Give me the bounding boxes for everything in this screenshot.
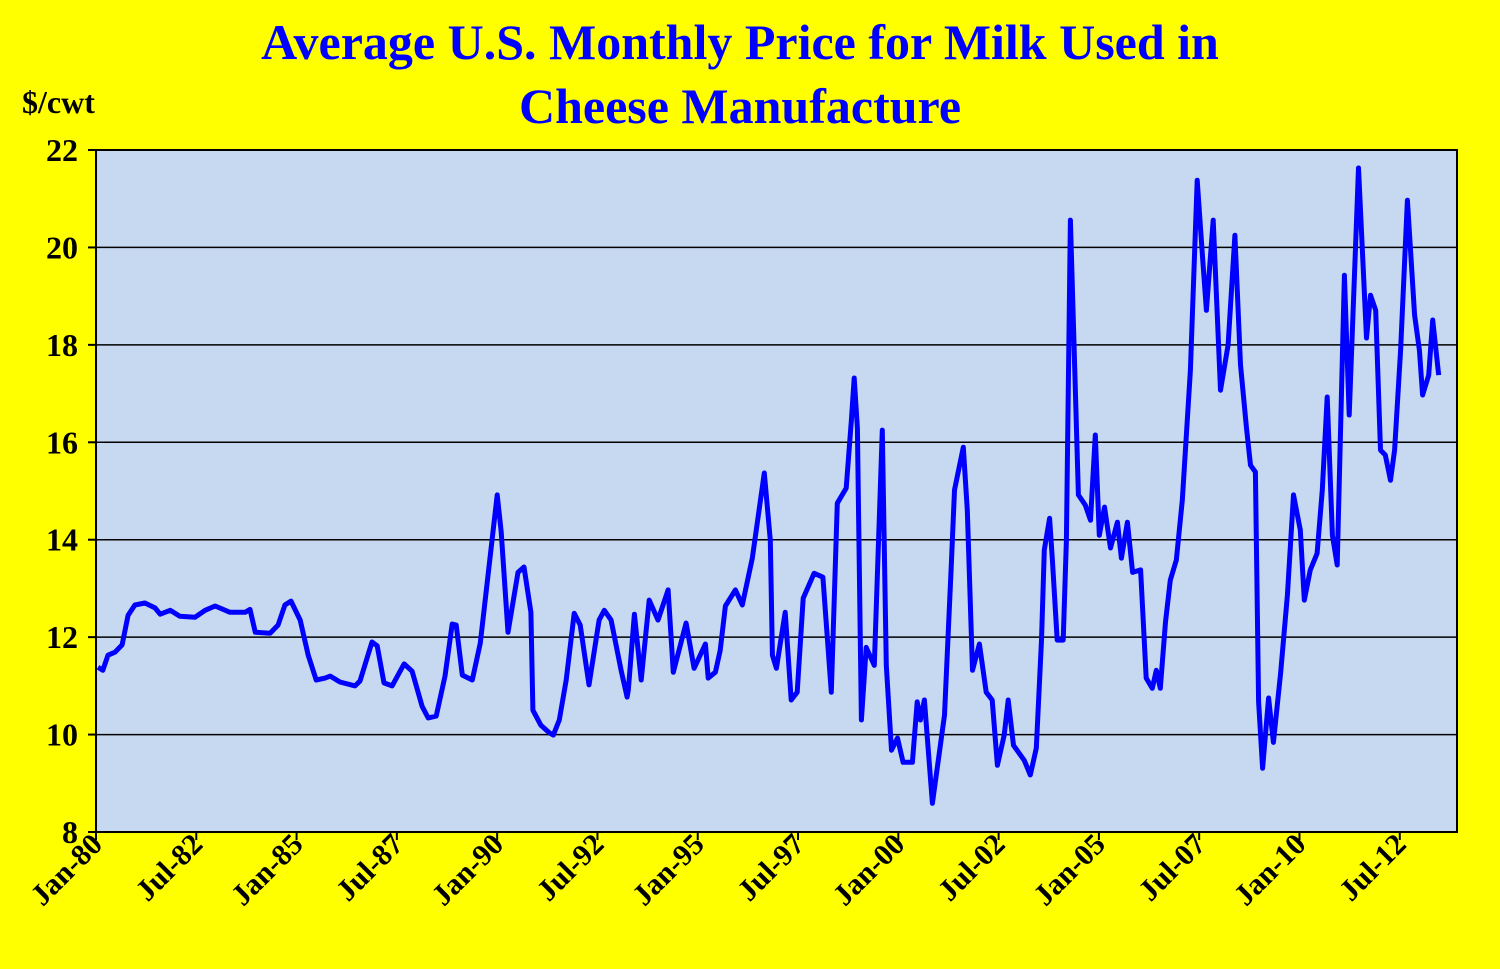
x-tick-label: Jul-07 <box>1132 828 1212 908</box>
chart-title-line2: Cheese Manufacture <box>518 78 962 134</box>
x-tick-label: Jan-85 <box>225 828 310 913</box>
y-tick-label: 10 <box>46 717 78 753</box>
price-line <box>96 165 1442 806</box>
x-tick-label: Jul-82 <box>129 828 209 908</box>
x-tick-label: Jan-05 <box>1027 828 1112 913</box>
y-tick-label: 22 <box>46 132 78 168</box>
y-tick-label: 14 <box>46 522 78 558</box>
y-tick-label: 16 <box>46 424 78 460</box>
y-tick-label: 12 <box>46 619 78 655</box>
chart-title-line1: Average U.S. Monthly Price for Milk Used… <box>261 14 1219 70</box>
x-tick-label: Jan-10 <box>1228 828 1313 913</box>
x-tick-label: Jul-92 <box>530 828 610 908</box>
x-tick-label: Jan-00 <box>827 828 912 913</box>
y-tick-label: 20 <box>46 229 78 265</box>
x-tick-label: Jul-97 <box>731 828 811 908</box>
y-tick-label: 8 <box>62 814 78 850</box>
x-tick-label: Jan-90 <box>425 828 510 913</box>
y-tick-label: 18 <box>46 327 78 363</box>
y-axis-label: $/cwt <box>22 84 95 120</box>
x-tick-label: Jul-02 <box>932 828 1012 908</box>
x-tick-label: Jan-95 <box>626 828 711 913</box>
plot-area <box>95 149 1458 833</box>
x-tick-label: Jul-12 <box>1333 828 1413 908</box>
x-tick-label: Jul-87 <box>330 828 410 908</box>
